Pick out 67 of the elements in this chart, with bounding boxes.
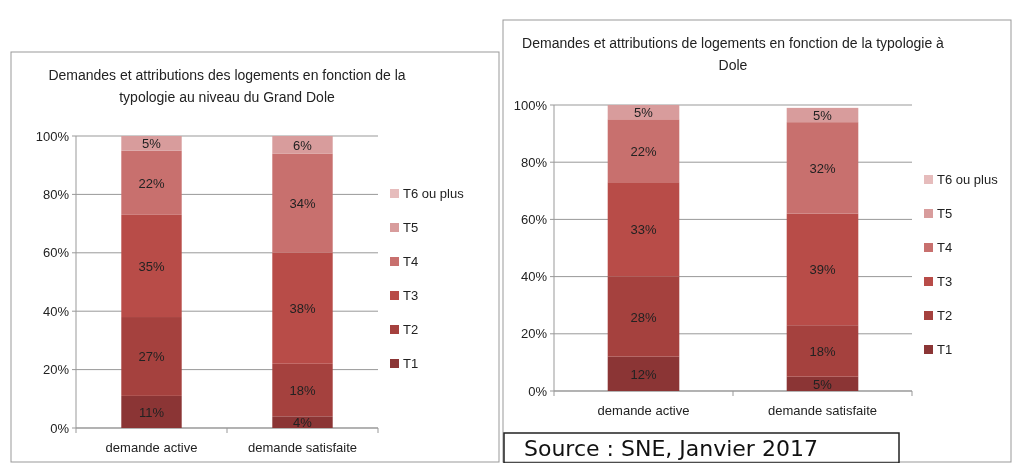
legend-label: T5 [403,220,419,235]
data-label: 32% [809,160,836,176]
data-label: 27% [138,349,165,365]
bar [272,153,333,253]
bar [786,122,859,214]
legend-label: T1 [403,356,419,371]
source-note: Source : SNE, Janvier 2017 [524,436,818,461]
bar [607,356,680,391]
data-label: 39% [809,262,836,278]
data-label: 12% [630,366,657,382]
y-tick-label: 40% [520,269,548,285]
chart-title: Demandes et attributions des logements en fonction de la typologie au niveau du Grand Dole [48,67,406,105]
bar [786,325,859,377]
data-label: 18% [809,343,836,359]
y-tick-label: 80% [42,186,70,202]
y-tick-label: 80% [520,154,548,170]
y-tick-label: 100% [35,128,70,144]
y-tick-label: 20% [42,362,70,378]
data-label: 5% [813,108,833,124]
bar [272,363,333,417]
legend-label: T5 [937,206,953,221]
legend-label: T3 [403,288,419,303]
data-label: 5% [634,105,654,121]
data-label: 28% [630,309,657,325]
legend-label: T4 [937,240,953,255]
data-label: 18% [289,383,316,399]
bar [272,136,333,154]
bar [607,182,680,277]
bar [121,150,182,215]
x-tick-label: demande active [105,440,198,455]
legend-label: T6 ou plus [937,172,999,187]
legend-label: T2 [403,322,419,337]
legend-label: T4 [403,254,419,269]
legend-label: T2 [937,308,953,323]
data-label: 4% [293,415,313,431]
data-label: 34% [289,196,316,212]
legend-label: T6 ou plus [403,186,465,201]
bar [272,252,333,364]
data-label: 35% [138,258,165,274]
bar [121,395,182,428]
bar [607,119,680,183]
data-label: 22% [138,175,165,191]
legend-label: T3 [937,274,953,289]
y-tick-label: 40% [42,303,70,319]
x-tick-label: demande satisfaite [767,403,878,418]
data-label: 33% [630,222,657,238]
data-label: 22% [630,143,657,159]
y-tick-label: 60% [42,245,70,261]
bar [121,317,182,396]
bar [121,214,182,318]
chart-title: Demandes et attributions de logements en fonction de la typologie à Dole [522,35,945,73]
data-label: 38% [289,301,316,317]
y-tick-label: 0% [50,420,70,436]
bar [607,276,680,357]
y-tick-label: 100% [513,97,548,113]
bar [121,136,182,151]
y-tick-label: 0% [528,383,548,399]
legend-label: T1 [937,342,953,357]
data-label: 6% [293,137,313,153]
bar [786,213,859,326]
data-label: 5% [142,136,162,152]
x-tick-label: demande satisfaite [247,440,358,455]
y-tick-label: 60% [520,211,548,227]
x-tick-label: demande active [597,403,690,418]
data-label: 5% [813,376,833,392]
y-tick-label: 20% [520,326,548,342]
data-label: 11% [138,404,165,420]
